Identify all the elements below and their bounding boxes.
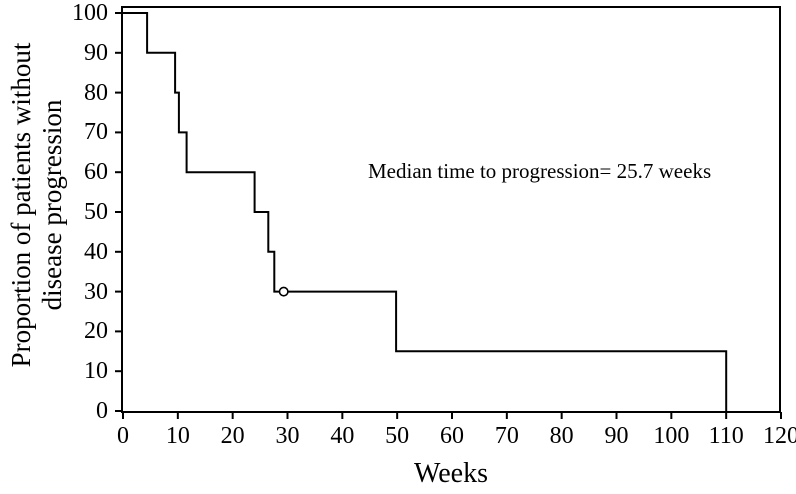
y-tick-label: 0 [96,398,108,424]
y-tick-label: 60 [84,159,108,186]
x-tick-label: 20 [220,423,245,449]
y-axis-title-line1: Proportion of patients without [6,42,36,368]
x-axis-title: Weeks [414,458,488,489]
x-tick-label: 0 [117,423,129,449]
y-tick-label: 80 [84,79,108,106]
y-tick-label: 30 [84,278,108,305]
y-tick-label: 20 [84,318,108,345]
x-tick-label: 110 [708,423,744,449]
y-tick-label: 100 [72,0,108,26]
y-tick-label: 10 [84,358,108,385]
x-tick-label: 10 [165,423,190,449]
x-tick-label: 100 [653,423,690,449]
x-tick-label: 60 [440,423,464,449]
median-annotation: Median time to progression= 25.7 weeks [368,159,712,183]
y-tick-label: 70 [84,119,108,146]
y-tick-label: 50 [84,199,108,225]
x-tick-label: 70 [494,423,519,449]
x-tick-label: 120 [763,423,796,449]
y-tick-label: 40 [84,238,108,265]
y-tick-label: 90 [84,39,108,66]
x-tick-label: 30 [275,423,300,449]
x-tick-label: 40 [330,423,355,449]
censor-marker [278,286,289,297]
x-tick-label: 80 [549,423,574,449]
x-tick-label: 90 [604,423,629,449]
survival-curve [123,12,728,411]
x-tick-label: 50 [385,423,410,449]
